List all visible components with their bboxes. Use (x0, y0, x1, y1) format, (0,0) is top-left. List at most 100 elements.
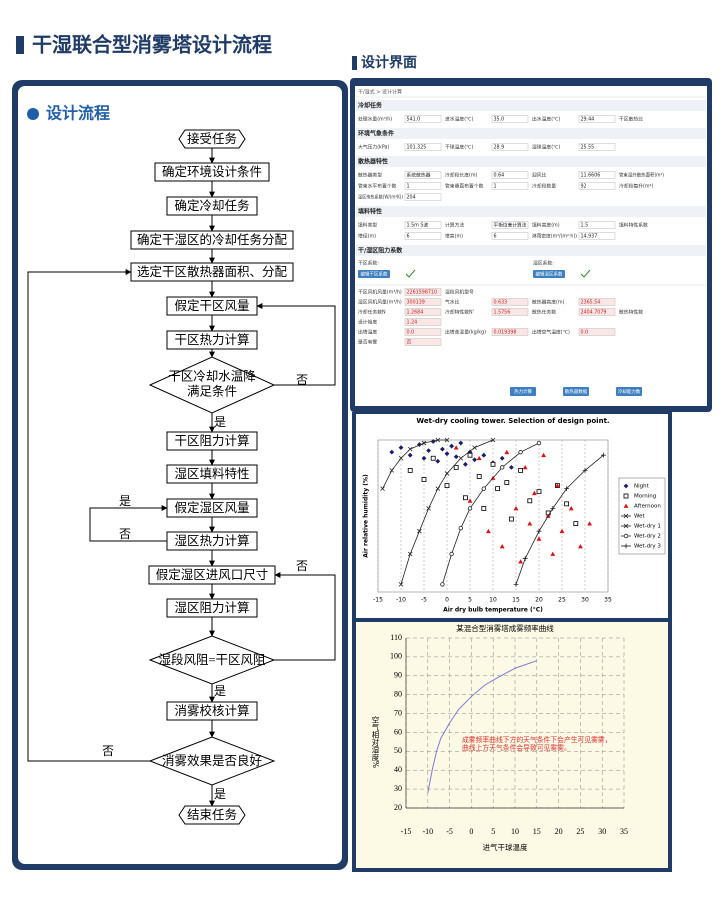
input-value: 1.5756 (494, 310, 511, 316)
input-box (578, 308, 616, 316)
input-value: 204 (407, 195, 416, 201)
point (421, 455, 427, 461)
node-label: 假定干区风量 (174, 298, 249, 313)
point (504, 480, 510, 485)
field-label: 散热器高度(m) (532, 299, 565, 306)
field-label: 湿球温度(℃) (532, 144, 560, 151)
field-label: 气水比 (445, 299, 460, 306)
point (435, 458, 441, 464)
field-label: 散热任务数 (532, 309, 556, 316)
annotation: 曲线上方天气条件会导致可见雾雾。 (462, 743, 571, 752)
input-box (491, 182, 529, 190)
point (407, 551, 413, 557)
legend-label: Wet-dry 2 (634, 534, 661, 540)
point (486, 528, 491, 534)
field-label: 冷却段长度(m) (445, 172, 478, 179)
input-value: 平衡焓差计算法 (494, 222, 527, 229)
point (504, 449, 510, 455)
point (430, 455, 436, 461)
input-value: 0.019398 (494, 330, 517, 336)
y-tick-label: 90 (394, 671, 402, 680)
coef-label: 干区系数: (358, 260, 379, 267)
point (458, 440, 464, 446)
legend-marker (623, 483, 629, 489)
input-box (578, 232, 616, 240)
point (472, 445, 477, 450)
x-tick-label: 15 (512, 597, 520, 604)
section-title: 填料特性 (358, 208, 382, 216)
section-bar (356, 206, 706, 217)
node-label: 干区热力计算 (174, 332, 249, 347)
input-box (404, 221, 442, 229)
chart-title: Wet-dry cooling tower. Selection of desi… (416, 417, 609, 425)
field-label: 干区风机风量(m³/h) (358, 289, 402, 296)
point (426, 448, 431, 454)
x-tick-label: 10 (511, 827, 519, 836)
node-label: 湿区热力计算 (174, 533, 249, 548)
legend-marker (623, 503, 629, 508)
point (453, 445, 459, 450)
point (555, 483, 560, 488)
input-box (491, 308, 529, 316)
y-tick-label: 80 (394, 689, 402, 698)
input-box (491, 232, 529, 240)
point (481, 452, 487, 458)
point (435, 486, 441, 491)
ui-marker (352, 56, 357, 70)
edge-label: 是 (214, 787, 226, 801)
point (587, 521, 592, 526)
input-value: 1 (407, 184, 410, 190)
point (444, 451, 450, 457)
point (518, 449, 523, 455)
field-label: 管束水平布置个数 (358, 183, 397, 190)
loop-arrow (27, 269, 150, 762)
field-label: 塔径(m) (358, 233, 376, 240)
input-value: 系统散热器 (407, 172, 431, 179)
legend-marker (623, 513, 629, 519)
point (462, 495, 468, 501)
node-label: 湿段风阻=干区风阻 (158, 652, 266, 667)
legend-label: Afternoon (634, 504, 661, 510)
point (536, 536, 542, 541)
point (421, 440, 427, 446)
point (564, 501, 569, 507)
point (453, 464, 459, 470)
point (444, 471, 450, 476)
input-value: 1.5 (581, 223, 589, 229)
point (458, 525, 463, 531)
edge-label: 是 (214, 415, 226, 429)
legend-marker (623, 543, 629, 549)
x-tick-label: -10 (396, 597, 406, 604)
input-value: 25.55 (581, 145, 595, 151)
ui-heading: 设计界面 (361, 54, 417, 71)
x-tick-label: 0 (469, 827, 473, 836)
y-tick-label: 20 (394, 803, 402, 812)
field-label: 冷却段每升(m²) (619, 183, 653, 190)
chart2-panel (356, 622, 668, 868)
edit-button-label: 编辑干区系数 (361, 271, 388, 278)
point (407, 467, 413, 473)
point (435, 437, 441, 443)
node-label: 选定干区散热器面积、分配 (137, 264, 288, 279)
input-value: 35.0 (494, 117, 505, 123)
x-tick-label: 0 (445, 597, 449, 604)
input-value: 2261598710 (407, 290, 438, 296)
terminal (178, 805, 246, 825)
input-value: 300139 (407, 300, 425, 306)
point (568, 506, 574, 511)
point (398, 455, 404, 461)
point (527, 521, 533, 526)
node-label: 确定环境设计条件 (162, 164, 262, 179)
point (550, 506, 556, 511)
x-tick-label: 10 (489, 597, 497, 604)
x-tick-label: -5 (421, 597, 427, 604)
point (467, 506, 473, 511)
loop-arrow (256, 303, 336, 386)
input-box (491, 115, 529, 123)
title-marker (16, 36, 24, 54)
x-tick-label: 25 (558, 597, 566, 604)
flow-heading: 设计流程 (46, 104, 110, 123)
point (582, 468, 588, 473)
node-label: 假定湿区进风口尺寸 (156, 567, 269, 582)
input-box (404, 288, 442, 296)
